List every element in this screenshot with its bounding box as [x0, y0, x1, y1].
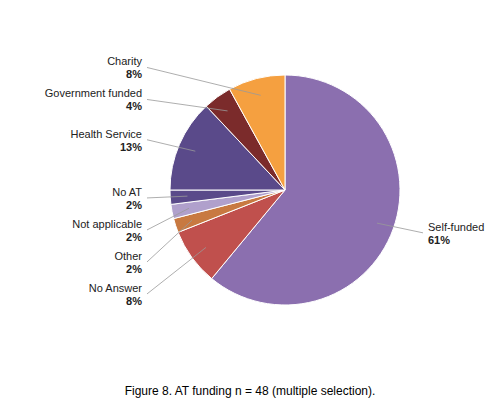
leader-line	[147, 208, 189, 230]
slice-label: No AT2%	[112, 186, 142, 211]
value-label: 2%	[126, 263, 142, 275]
slice-label: Charity8%	[107, 55, 142, 80]
leader-line	[147, 220, 192, 262]
leader-line	[147, 196, 187, 198]
category-name: No Answer	[89, 282, 143, 294]
category-name: No AT	[112, 186, 142, 198]
slice	[230, 75, 285, 190]
slice-label: Health Service13%	[70, 128, 142, 153]
slice-label: No Answer8%	[89, 282, 143, 307]
labels: Charity8%Government funded4%Health Servi…	[45, 55, 485, 306]
title: Figure 8. AT funding n = 48 (multiple se…	[125, 384, 376, 398]
category-name: Other	[114, 250, 142, 262]
chart: Charity8%Government funded4%Health Servi…	[0, 0, 500, 407]
slice-label: Self-funded61%	[428, 221, 484, 246]
slice-label: Government funded4%	[45, 87, 142, 112]
leader-line	[147, 247, 206, 293]
slices	[170, 75, 400, 305]
slice-label: Other2%	[114, 250, 142, 275]
value-label: 8%	[126, 68, 142, 80]
slice	[171, 190, 285, 219]
value-label: 2%	[126, 231, 142, 243]
category-name: Government funded	[45, 87, 142, 99]
value-label: 13%	[120, 141, 142, 153]
value-label: 8%	[126, 295, 142, 307]
slice-label: Not applicable2%	[72, 218, 142, 243]
leader-line	[147, 67, 261, 95]
leader-line	[147, 140, 195, 151]
category-name: Self-funded	[428, 221, 484, 233]
category-name: Not applicable	[72, 218, 142, 230]
value-label: 4%	[126, 100, 142, 112]
leader-line	[147, 99, 228, 110]
leader-line	[377, 223, 423, 233]
category-name: Health Service	[70, 128, 142, 140]
slice	[170, 190, 285, 204]
value-label: 2%	[126, 199, 142, 211]
category-name: Charity	[107, 55, 142, 67]
value-label: 61%	[428, 234, 450, 246]
leaders	[147, 67, 423, 293]
